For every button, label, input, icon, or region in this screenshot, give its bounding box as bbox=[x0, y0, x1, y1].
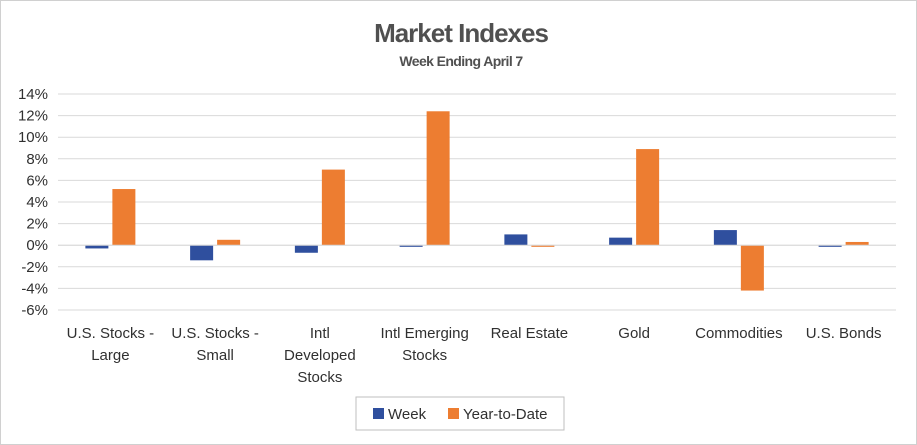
week-bar bbox=[85, 245, 109, 249]
ytd-bar bbox=[740, 245, 764, 291]
y-tick-label: 12% bbox=[18, 108, 48, 125]
y-tick-label: 0% bbox=[26, 237, 48, 254]
x-category-label: U.S. Stocks - Small bbox=[171, 325, 259, 364]
x-category-label-line: Small bbox=[196, 347, 234, 364]
y-tick-label: -6% bbox=[21, 302, 48, 319]
x-category-label-line: U.S. Stocks - bbox=[171, 325, 259, 342]
x-category-label: Intl Developed Stocks bbox=[284, 325, 356, 386]
ytd-bar bbox=[845, 241, 869, 246]
week-bar bbox=[713, 230, 737, 246]
chart-title: Market Indexes bbox=[374, 18, 548, 48]
x-axis: U.S. Stocks - Large U.S. Stocks - Small Intl… bbox=[67, 325, 882, 386]
x-category-label: Intl Emerging Stocks bbox=[380, 325, 468, 364]
ytd-bar bbox=[426, 111, 450, 246]
ytd-bar bbox=[112, 189, 136, 246]
x-category-label-line: Real Estate bbox=[491, 325, 569, 342]
y-tick-label: 8% bbox=[26, 151, 48, 168]
legend-label-week: Week bbox=[388, 406, 427, 423]
x-category-label: Real Estate bbox=[491, 325, 569, 342]
ytd-bar bbox=[531, 245, 555, 247]
x-category-label: U.S. Stocks - Large bbox=[67, 325, 155, 364]
legend-swatch-week bbox=[373, 408, 384, 419]
y-tick-label: 10% bbox=[18, 129, 48, 146]
bars bbox=[85, 111, 869, 291]
x-category-label-line: U.S. Bonds bbox=[806, 325, 882, 342]
week-bar bbox=[818, 245, 842, 247]
gridlines bbox=[58, 93, 896, 311]
legend-swatch-ytd bbox=[448, 408, 459, 419]
ytd-bar bbox=[636, 149, 660, 246]
x-category-label-line: Stocks bbox=[297, 369, 342, 386]
x-category-label-line: Developed bbox=[284, 347, 356, 364]
ytd-bar bbox=[217, 239, 241, 246]
y-tick-label: 2% bbox=[26, 216, 48, 233]
week-bar bbox=[294, 245, 318, 253]
y-tick-label: 4% bbox=[26, 194, 48, 211]
week-bar bbox=[609, 237, 633, 246]
week-bar bbox=[504, 234, 528, 246]
x-category-label-line: Intl bbox=[310, 325, 330, 342]
ytd-bar bbox=[321, 169, 345, 246]
week-bar bbox=[399, 245, 423, 247]
x-category-label-line: Large bbox=[91, 347, 129, 364]
x-category-label-line: U.S. Stocks - bbox=[67, 325, 155, 342]
week-bar bbox=[190, 245, 214, 261]
chart-subtitle: Week Ending April 7 bbox=[399, 53, 523, 69]
x-category-label-line: Stocks bbox=[402, 347, 447, 364]
y-tick-label: 6% bbox=[26, 172, 48, 189]
x-category-label-line: Commodities bbox=[695, 325, 783, 342]
y-tick-label: -2% bbox=[21, 259, 48, 276]
y-tick-label: 14% bbox=[18, 86, 48, 103]
legend-box bbox=[355, 396, 565, 431]
x-category-label: Commodities bbox=[695, 325, 783, 342]
x-category-label: U.S. Bonds bbox=[806, 325, 882, 342]
y-tick-label: -4% bbox=[21, 280, 48, 297]
x-category-label-line: Gold bbox=[618, 325, 650, 342]
x-category-label-line: Intl Emerging bbox=[380, 325, 468, 342]
y-axis: -6% -4% -2% 0% 2% 4% 6% 8% 10% 12% 14% bbox=[18, 86, 48, 319]
legend: Week Year-to-Date bbox=[355, 396, 565, 431]
x-category-label: Gold bbox=[618, 325, 650, 342]
legend-label-ytd: Year-to-Date bbox=[463, 406, 548, 423]
